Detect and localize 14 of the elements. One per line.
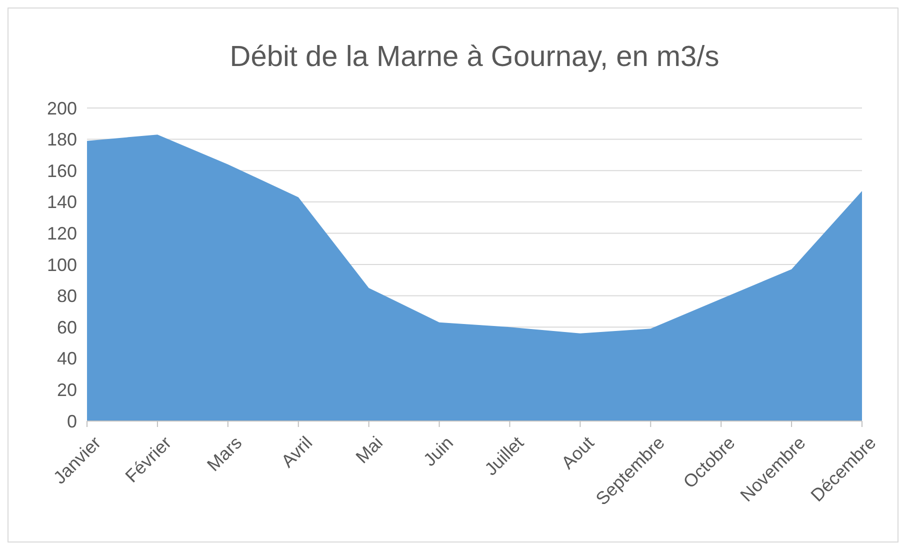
y-tick-label: 80 [56, 286, 77, 306]
y-tick-label: 200 [46, 98, 77, 118]
y-tick-label: 20 [56, 380, 77, 400]
y-tick-label: 160 [46, 160, 77, 181]
y-tick-label: 40 [56, 348, 77, 369]
y-tick-label: 180 [46, 130, 77, 150]
x-tick-label: Mai [352, 432, 387, 468]
x-tick-label: Juin [420, 432, 458, 470]
y-tick-label: 140 [46, 192, 77, 212]
y-tick-label: 0 [66, 411, 77, 432]
y-tick-label: 120 [46, 224, 77, 244]
chart-title: Débit de la Marne à Gournay, en m3/s [230, 41, 720, 73]
y-tick-label: 100 [46, 254, 77, 275]
y-tick-label: 60 [56, 317, 77, 338]
